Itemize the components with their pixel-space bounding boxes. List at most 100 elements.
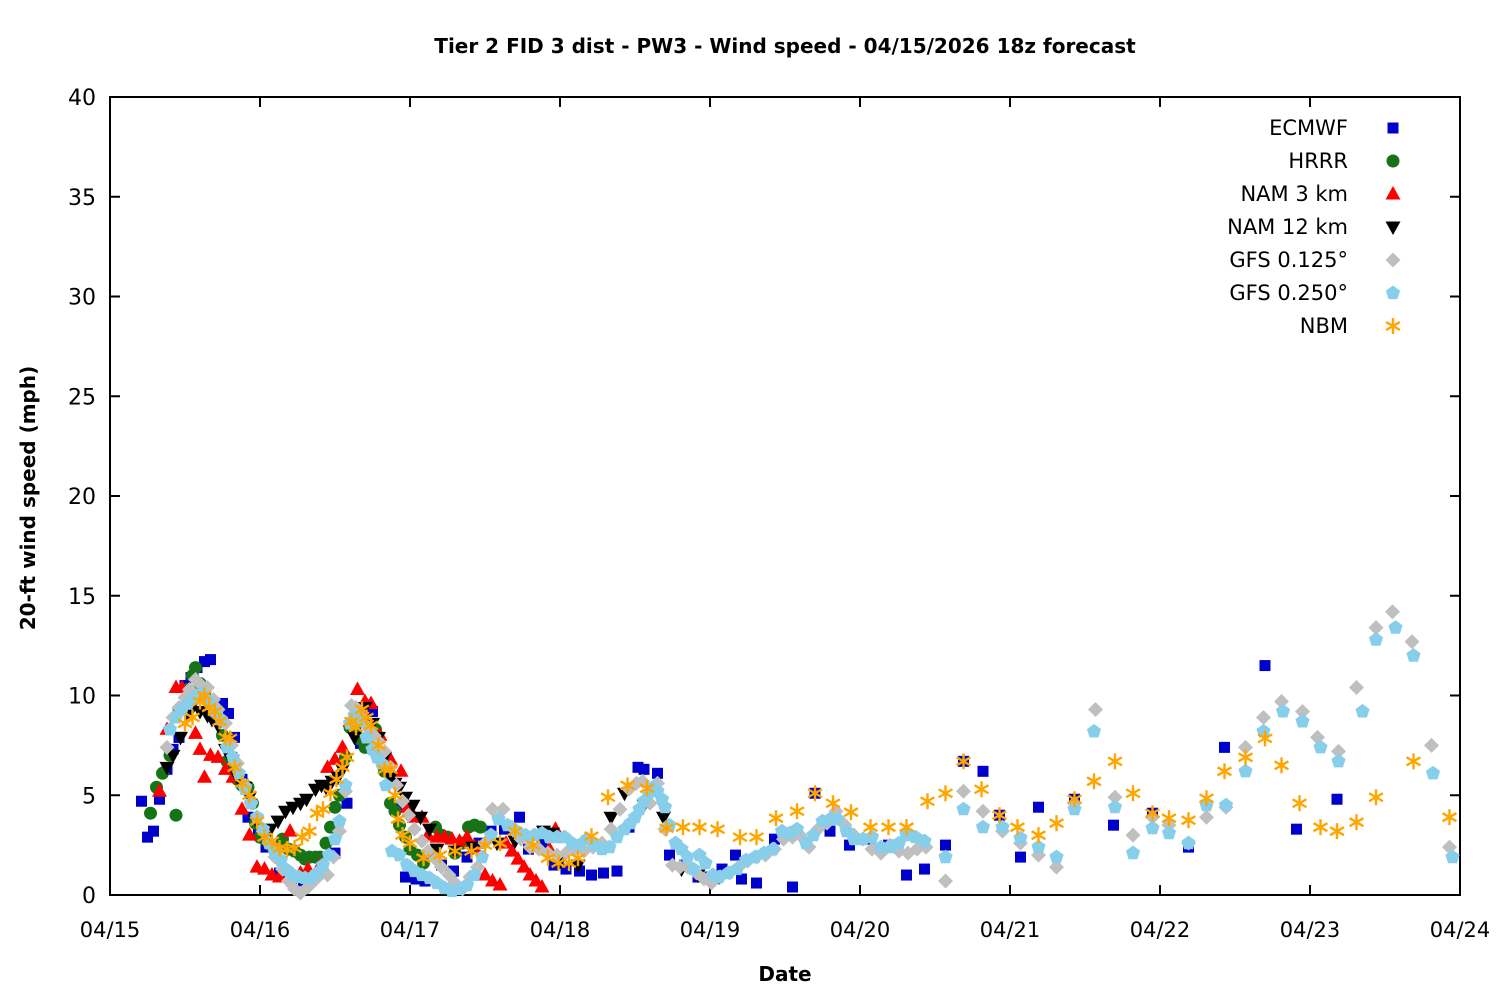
point-nbm (1291, 798, 1308, 809)
x-tick-label: 04/21 (980, 918, 1041, 942)
point-nbm (382, 764, 399, 775)
legend-label-nam-3-km: NAM 3 km (1240, 182, 1348, 206)
point-nbm (184, 712, 201, 723)
point-gfs-0-125 (1088, 701, 1103, 717)
point-ecmwf (142, 831, 153, 843)
point-gfs-0-250 (321, 847, 337, 862)
point-nbm (1329, 826, 1345, 837)
x-tick-label: 04/18 (530, 918, 591, 942)
point-nbm (1125, 788, 1141, 799)
point-gfs-0-250 (1125, 845, 1141, 860)
y-tick-label: 25 (68, 385, 96, 410)
point-nbm (1009, 822, 1026, 833)
point-gfs-0-125 (1125, 827, 1141, 843)
point-nam-3-km (257, 861, 272, 875)
y-tick-label: 5 (82, 784, 96, 809)
point-ecmwf (1033, 801, 1044, 813)
point-nam-12-km (570, 859, 586, 874)
x-tick-label: 04/16 (230, 918, 291, 942)
point-nbm (234, 778, 250, 789)
point-nam-3-km (492, 877, 508, 891)
point-ecmwf (148, 825, 159, 837)
point-gfs-0-250 (1238, 763, 1253, 778)
point-ecmwf (199, 656, 210, 668)
point-gfs-0-250 (1388, 620, 1403, 634)
point-nam-3-km (242, 827, 257, 841)
point-nbm (1368, 792, 1384, 803)
point-nbm (1048, 818, 1065, 829)
point-gfs-0-125 (938, 873, 953, 889)
point-nbm (477, 840, 493, 851)
point-nbm (271, 843, 288, 854)
point-gfs-0-250 (806, 827, 821, 842)
point-nam-3-km (320, 759, 335, 773)
point-ecmwf (901, 869, 912, 881)
point-nam-3-km (197, 769, 212, 783)
point-nbm (1273, 760, 1290, 771)
point-ecmwf (1259, 660, 1271, 672)
point-ecmwf (1291, 823, 1302, 835)
point-nbm (919, 796, 936, 807)
point-nbm (301, 826, 318, 837)
point-gfs-0-250 (1313, 739, 1328, 754)
point-gfs-0-250 (864, 829, 880, 844)
legend-marker-nam-3-km (1385, 186, 1401, 200)
point-nbm (241, 790, 258, 801)
point-hrrr (388, 804, 402, 818)
point-nam-3-km (188, 725, 203, 739)
point-ecmwf (410, 873, 422, 885)
point-gfs-0-250 (392, 847, 407, 862)
point-gfs-0-250 (273, 852, 289, 867)
point-nam-12-km (347, 731, 362, 746)
point-ecmwf (751, 877, 762, 889)
legend-marker-nbm (1385, 320, 1401, 332)
y-tick-label: 30 (68, 286, 96, 311)
point-nam-12-km (299, 793, 314, 808)
point-gfs-0-125 (1295, 703, 1310, 719)
point-gfs-0-125 (159, 739, 175, 755)
point-nbm (264, 836, 280, 847)
point-nbm (463, 846, 480, 857)
point-nbm (525, 840, 541, 851)
legend-marker-hrrr (1386, 154, 1400, 168)
point-nam-3-km (459, 829, 475, 843)
point-gfs-0-250 (765, 841, 781, 856)
point-gfs-0-250 (938, 849, 953, 864)
point-nbm (1216, 766, 1233, 777)
point-nbm (1198, 793, 1215, 804)
point-gfs-0-125 (389, 777, 404, 793)
point-nam-12-km (422, 823, 437, 838)
point-nbm (343, 716, 360, 727)
point-nbm (1066, 794, 1083, 805)
point-gfs-0-250 (995, 819, 1010, 834)
point-nbm (1441, 812, 1458, 823)
point-gfs-0-250 (378, 777, 394, 792)
point-nam-12-km (278, 805, 293, 820)
point-nam-12-km (405, 799, 421, 814)
point-gfs-0-250 (1331, 753, 1346, 768)
point-ecmwf (136, 795, 147, 807)
x-axis-title: Date (758, 962, 812, 986)
point-nbm (600, 792, 616, 803)
point-ecmwf (1015, 851, 1026, 863)
point-gfs-0-250 (1013, 830, 1028, 845)
point-nbm (748, 832, 765, 843)
point-gfs-0-250 (1181, 835, 1196, 850)
point-nbm (843, 807, 859, 818)
point-nbm (732, 832, 748, 843)
y-axis-title: 20-ft wind speed (mph) (16, 365, 40, 631)
point-ecmwf (598, 867, 609, 879)
point-hrrr (169, 808, 183, 822)
point-nbm (387, 790, 403, 801)
point-nbm (619, 780, 636, 791)
legend-marker-ecmwf (1387, 122, 1399, 134)
point-nbm (937, 788, 954, 799)
point-gfs-0-125 (612, 801, 628, 817)
point-gfs-0-125 (434, 859, 449, 875)
point-ecmwf (229, 731, 240, 743)
point-ecmwf (367, 705, 378, 717)
legend-label-nam-12-km: NAM 12 km (1227, 215, 1348, 239)
point-gfs-0-250 (1425, 765, 1441, 780)
x-tick-label: 04/15 (80, 918, 141, 942)
point-ecmwf (560, 863, 572, 875)
